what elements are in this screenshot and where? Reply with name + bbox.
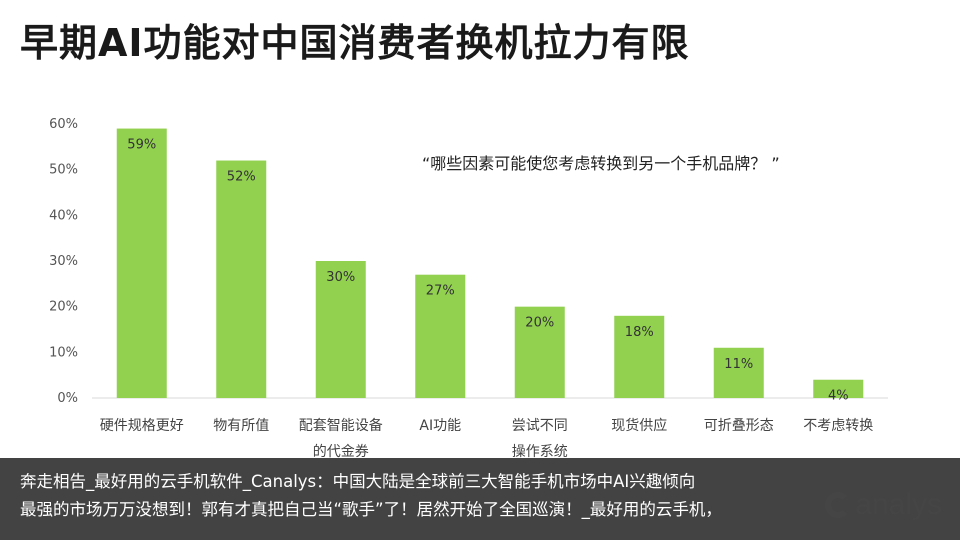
y-tick-label: 40% [49,208,78,223]
category-label: 可折叠形态 [704,418,774,434]
bar [813,379,864,398]
category-label: 硬件规格更好 [100,418,184,434]
bar [614,315,665,398]
category-label: 操作系统 [512,444,568,460]
bar [713,347,764,398]
category-label: AI功能 [419,418,461,434]
bar-value-label: 18% [625,325,654,340]
logo-text: analys [855,488,942,521]
bar-value-label: 11% [724,357,753,372]
bar-value-label: 20% [525,316,554,331]
bar [116,128,167,399]
logo-mark-icon [825,492,852,518]
y-tick-label: 10% [49,345,78,360]
caption-overlay: 奔走相告_最好用的云手机软件_Canalys：中国大陆是全球前三大智能手机市场中… [0,458,960,540]
page-title: 早期AI功能对中国消费者换机拉力有限 [20,21,690,65]
caption-line-1: 奔走相告_最好用的云手机软件_Canalys：中国大陆是全球前三大智能手机市场中… [20,472,696,491]
bar [315,261,366,398]
bar-value-label: 27% [426,284,455,299]
caption-line-2: 最强的市场万万没想到！郭有才真把自己当“歌手”了！居然开始了全国巡演！_最好用的… [20,500,722,519]
bars-group: 59% 52% 30% 27% 20% 18% 11% 4% [116,128,864,404]
y-tick-label: 20% [49,300,78,315]
category-label: 现货供应 [611,417,667,434]
bar-value-label: 59% [127,138,156,153]
y-tick-label: 0% [57,391,78,406]
chart-annotation: “哪些因素可能使您考虑转换到另一个手机品牌？ ” [422,154,780,173]
bar [514,306,565,398]
category-label: 的代金券 [313,444,369,460]
canalys-logo: analys [825,488,942,522]
category-label: 不考虑转换 [803,417,873,434]
y-tick-label: 30% [49,254,78,269]
bar [216,160,267,398]
category-label: 物有所值 [213,418,269,434]
y-tick-label: 60% [49,117,78,132]
bar-value-label: 4% [828,389,849,404]
y-tick-label: 50% [49,163,78,178]
bar-value-label: 52% [227,170,256,185]
category-label: 配套智能设备 [299,417,383,434]
bar [415,274,466,398]
bar-value-label: 30% [326,270,355,285]
category-label: 尝试不同 [512,418,568,434]
y-axis: 0% 10% 20% 30% 40% 50% 60% [49,117,78,406]
